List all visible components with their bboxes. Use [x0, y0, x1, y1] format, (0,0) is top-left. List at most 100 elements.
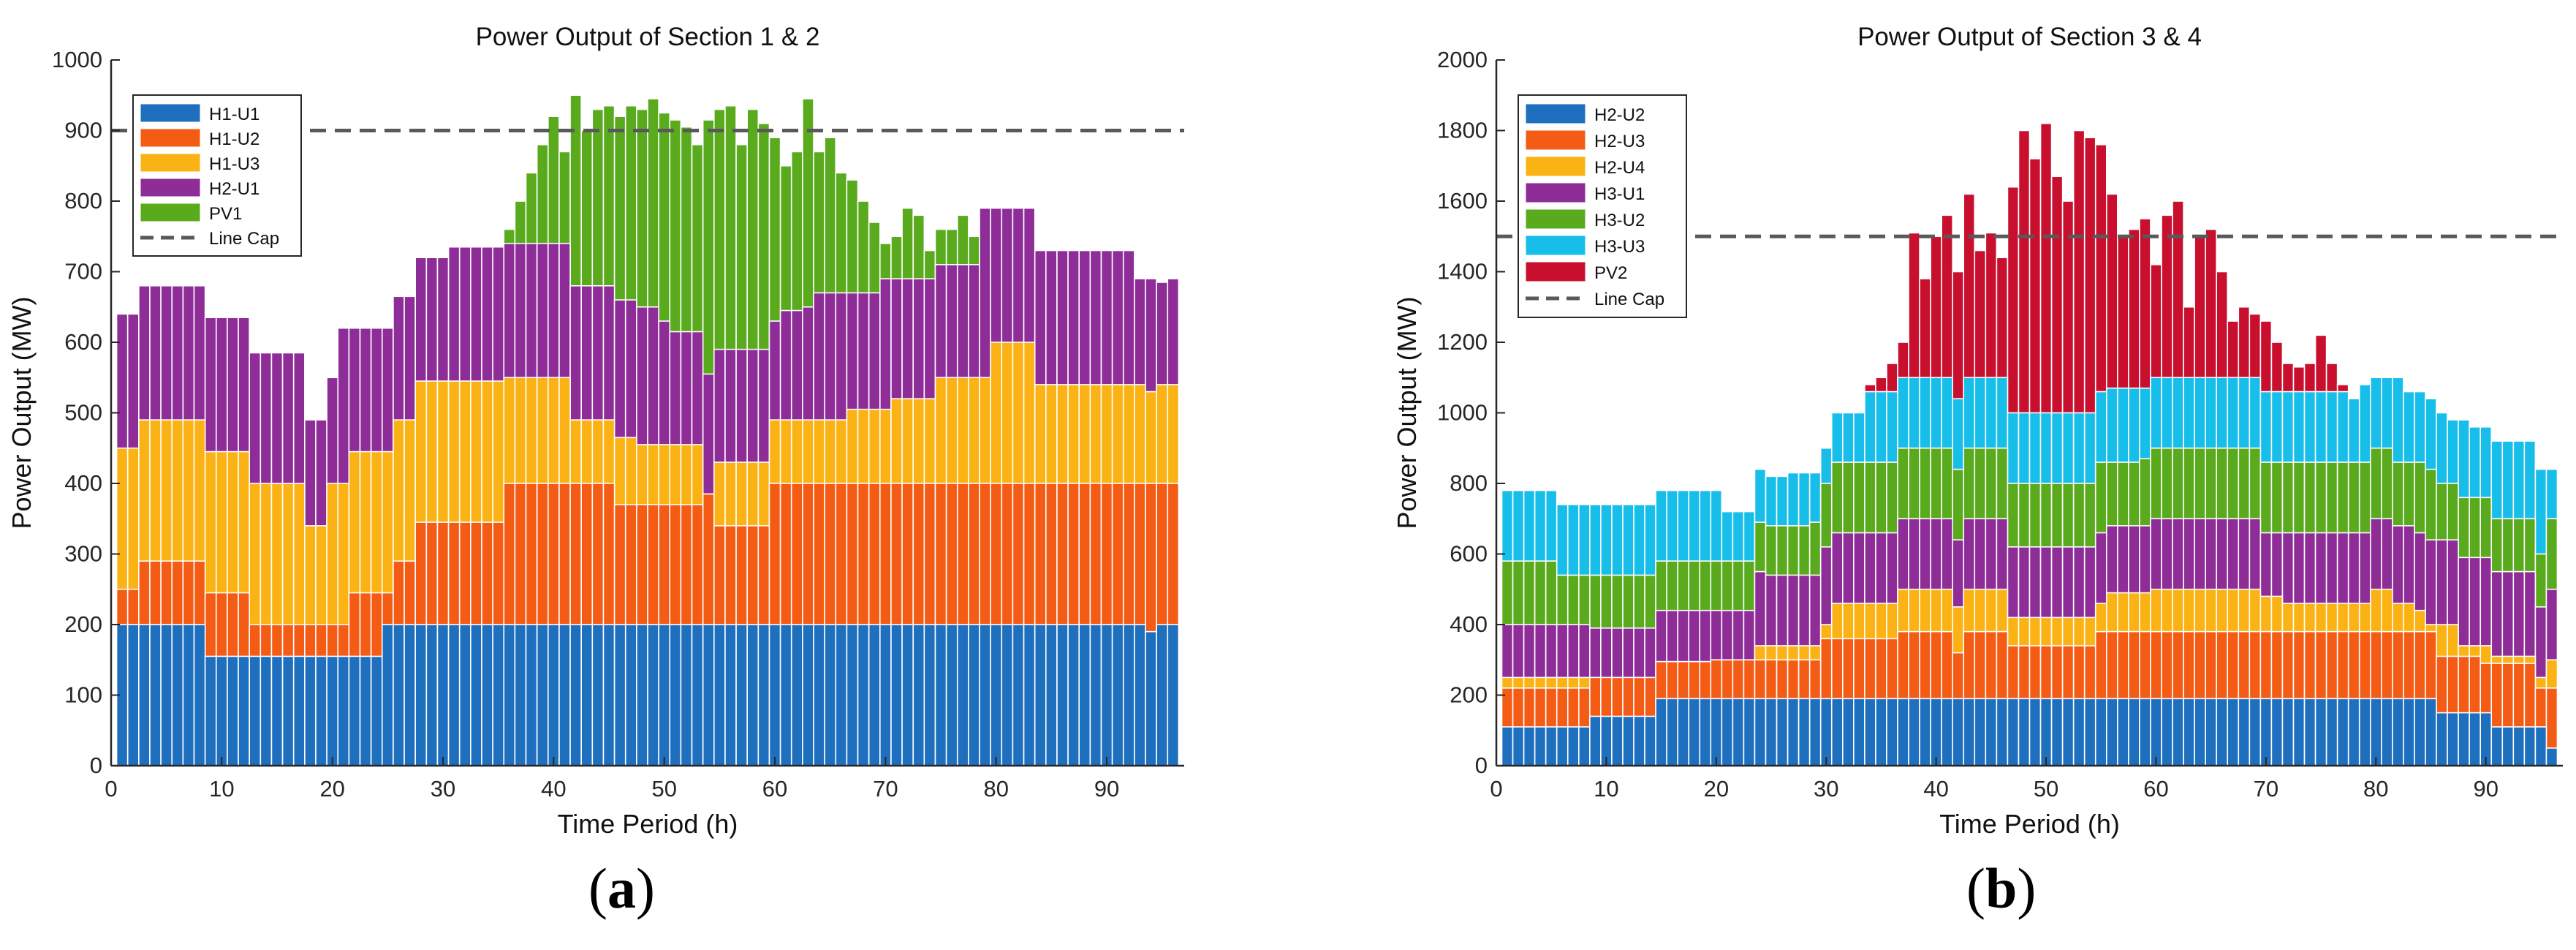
bar-h2-u2-86 [2436, 712, 2448, 766]
bar-h1-u1-21 [337, 655, 350, 766]
y-tick-label-300: 300 [64, 541, 102, 567]
bar-h2-u2-44 [1974, 698, 1987, 766]
bar-h2-u2-42 [1952, 698, 1965, 766]
legend-swatch-h1-u3 [140, 153, 201, 173]
y-tick-label-400: 400 [1450, 611, 1488, 637]
bar-h2-u2-29 [1808, 698, 1822, 766]
bar-h2-u2-67 [2227, 698, 2240, 766]
bar-h2-u2-89 [2469, 712, 2481, 766]
bar-h2-u2-8 [1578, 726, 1591, 766]
bar-h2-u2-23 [1743, 698, 1756, 766]
x-tick-label-60: 60 [2143, 776, 2168, 802]
bar-h1-u1-15 [270, 655, 284, 766]
bar-h1-u1-52 [680, 624, 693, 766]
bar-h1-u1-70 [879, 624, 892, 766]
bar-h2-u2-18 [1688, 698, 1701, 766]
bar-h2-u2-38 [1908, 698, 1920, 766]
bar-h2-u2-34 [1864, 698, 1876, 766]
bar-h2-u2-24 [1754, 698, 1767, 766]
bar-h1-u1-94 [1145, 630, 1157, 766]
x-tick-label-30: 30 [431, 776, 455, 802]
bar-h2-u2-78 [2347, 698, 2360, 766]
legend-swatch-h2-u4 [1525, 156, 1586, 177]
bar-h1-u1-83 [1023, 624, 1036, 766]
bar-h2-u2-1 [1501, 726, 1514, 766]
bar-h2-u2-22 [1732, 698, 1745, 766]
bar-h1-u1-6 [171, 624, 184, 766]
bar-h2-u2-11 [1611, 715, 1624, 766]
bar-h2-u2-32 [1841, 698, 1855, 766]
bar-h1-u1-5 [160, 624, 173, 766]
bar-h2-u2-81 [2381, 698, 2393, 766]
bar-h2-u2-93 [2512, 726, 2526, 766]
bar-h2-u2-19 [1699, 698, 1712, 766]
bar-h2-u2-30 [1819, 698, 1833, 766]
bar-h2-u2-57 [2117, 698, 2129, 766]
bar-h2-u2-61 [2161, 698, 2173, 766]
bar-h2-u2-5 [1545, 726, 1558, 766]
bar-h1-u1-41 [558, 624, 571, 766]
x-tick-label-20: 20 [319, 776, 344, 802]
bar-h1-u1-17 [292, 655, 306, 766]
bar-h2-u2-84 [2414, 698, 2426, 766]
y-axis-label: Power Output (MW) [7, 296, 37, 529]
bar-h1-u1-18 [304, 655, 317, 766]
bar-h1-u1-72 [901, 624, 914, 766]
legend-label-h1-u2: H1-U2 [209, 129, 260, 149]
bar-h1-u1-45 [602, 624, 615, 766]
bar-h1-u1-22 [348, 655, 361, 766]
bar-h2-u2-9 [1589, 715, 1602, 766]
bar-h1-u1-37 [514, 624, 527, 766]
bars [1501, 123, 2558, 766]
bar-h1-u1-14 [260, 655, 273, 766]
bar-h1-u1-50 [658, 624, 671, 766]
bar-h1-u1-43 [580, 624, 594, 766]
y-tick-label-800: 800 [64, 188, 102, 214]
bar-h1-u1-68 [857, 624, 870, 766]
bar-h1-u1-7 [182, 624, 195, 766]
y-tick-label-500: 500 [64, 400, 102, 426]
legend-swatch-h3-u2 [1525, 208, 1586, 230]
bar-h2-u2-47 [2007, 698, 2020, 766]
bar-h1-u1-24 [370, 655, 383, 766]
legend-swatch-h3-u1 [1525, 182, 1586, 203]
bar-h2-u2-77 [2336, 698, 2349, 766]
bar-h1-u1-39 [536, 624, 549, 766]
bar-h1-u1-34 [481, 624, 493, 766]
y-tick-label-0: 0 [1475, 753, 1488, 778]
x-tick-label-50: 50 [651, 776, 676, 802]
bar-h1-u1-40 [547, 624, 560, 766]
legend: H1-U1 H1-U2 H1-U3 H2-U1 PV1 Line Cap [132, 94, 302, 257]
bar-h2-u2-35 [1875, 698, 1887, 766]
bar-h1-u1-9 [204, 655, 217, 766]
bar-h2-u2-88 [2458, 712, 2470, 766]
y-tick-label-700: 700 [64, 259, 102, 284]
bar-h2-u2-46 [1996, 698, 2009, 766]
bar-h2-u2-62 [2172, 698, 2184, 766]
chart-title: Power Output of Section 1 & 2 [476, 23, 820, 51]
x-tick-label-90: 90 [1094, 776, 1119, 802]
bar-h2-u2-53 [2072, 698, 2086, 766]
bar-h2-u2-64 [2194, 698, 2206, 766]
legend-label-pv2: PV2 [1594, 263, 1627, 283]
bar-h1-u1-78 [968, 624, 980, 766]
x-tick-label-80: 80 [2363, 776, 2388, 802]
bar-h1-u1-85 [1045, 624, 1058, 766]
legend-label-h1-u3: H1-U3 [209, 154, 260, 174]
bar-h1-u1-88 [1078, 624, 1091, 766]
bar-h2-u2-71 [2270, 698, 2284, 766]
bar-h2-u2-33 [1853, 698, 1865, 766]
bar-h2-u2-58 [2128, 698, 2140, 766]
bar-h1-u1-16 [281, 655, 295, 766]
bar-h1-u1-76 [945, 624, 958, 766]
bar-h1-u1-75 [934, 624, 947, 766]
x-tick-label-20: 20 [1704, 776, 1729, 802]
bar-h1-u1-73 [912, 624, 925, 766]
bar-h2-u2-91 [2490, 726, 2504, 766]
bar-h1-u1-87 [1067, 624, 1080, 766]
legend-label-h2-u3: H2-U3 [1594, 132, 1645, 151]
bar-h2-u2-16 [1666, 698, 1678, 766]
panel-label-b-close: ) [2017, 856, 2037, 920]
bar-h1-u1-23 [359, 655, 372, 766]
